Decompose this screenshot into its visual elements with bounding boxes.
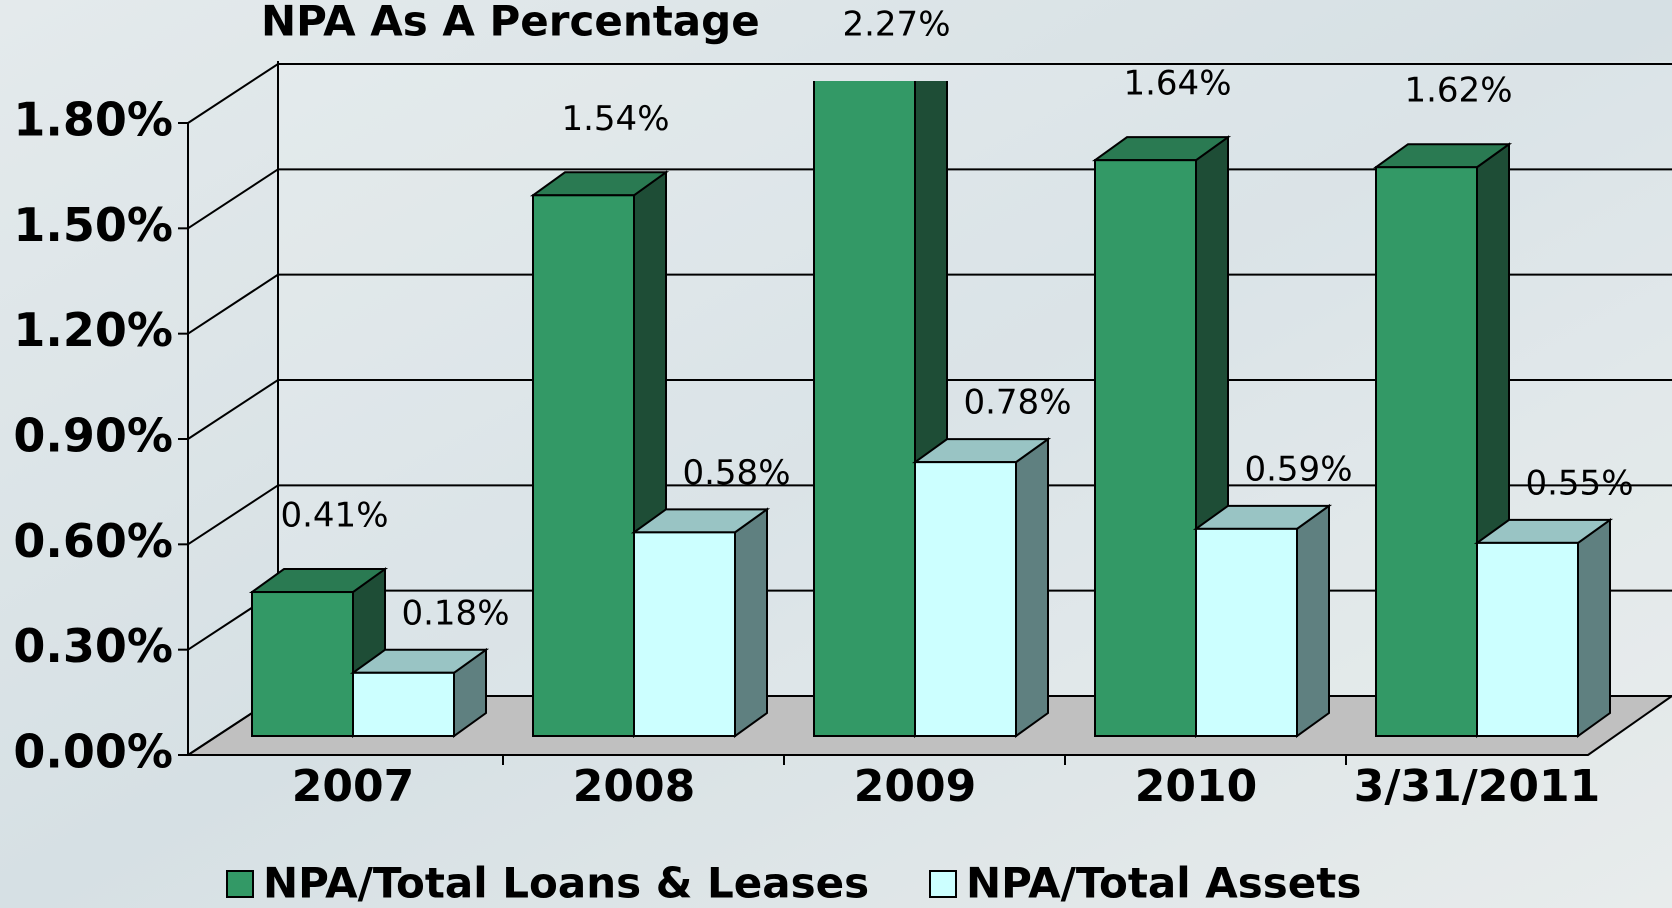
bar-front [1195,527,1298,737]
x-tick-label: 2008 [573,761,695,812]
bar [349,647,490,738]
bar-front [1476,541,1579,738]
value-label: 0.41% [280,496,388,536]
bar-front [251,591,354,737]
bar-front [813,81,916,737]
bar-front [352,671,455,737]
bar-side [1296,503,1330,738]
value-label: 2.27% [842,5,950,45]
bar [911,437,1052,738]
value-label: 0.55% [1525,463,1633,503]
y-tick-label: 1.50% [13,198,173,252]
x-tick-label: 3/31/2011 [1354,761,1600,812]
bar-front [532,194,635,738]
bars [248,81,1614,738]
legend-label: NPA/Total Loans & Leases [263,859,869,908]
value-label: 0.78% [963,383,1071,423]
y-tick-label: 1.20% [13,303,173,357]
bar [1473,517,1614,738]
value-label: 1.62% [1404,71,1512,111]
grid-line [187,63,1672,124]
x-tick-label: 2010 [1135,761,1257,812]
y-tick-label: 1.80% [13,93,173,147]
x-tick-label: 2007 [292,761,414,812]
y-tick-label: 0.30% [13,619,173,673]
legend-swatch [929,870,957,898]
y-tick-label: 0.60% [13,514,173,568]
legend-swatch [226,870,254,898]
y-tick-label: 0.90% [13,409,173,463]
bar-front [1375,166,1478,737]
bar [630,507,771,738]
y-tick-label: 0.00% [13,725,173,779]
value-label: 0.18% [401,593,509,633]
value-label: 0.58% [682,453,790,493]
bar-front [914,461,1017,737]
chart-title: NPA As A Percentage [261,0,760,46]
value-label: 0.59% [1244,449,1352,489]
x-tick-label: 2009 [854,761,976,812]
value-label: 1.64% [1123,64,1231,104]
legend-label: NPA/Total Assets [966,859,1361,908]
bar-front [1094,159,1197,737]
bar-side [1577,517,1611,738]
bar-front [633,531,736,737]
bar-side [734,507,768,738]
bar [1192,503,1333,738]
value-label: 1.54% [561,99,669,139]
bar-side [1015,437,1049,738]
